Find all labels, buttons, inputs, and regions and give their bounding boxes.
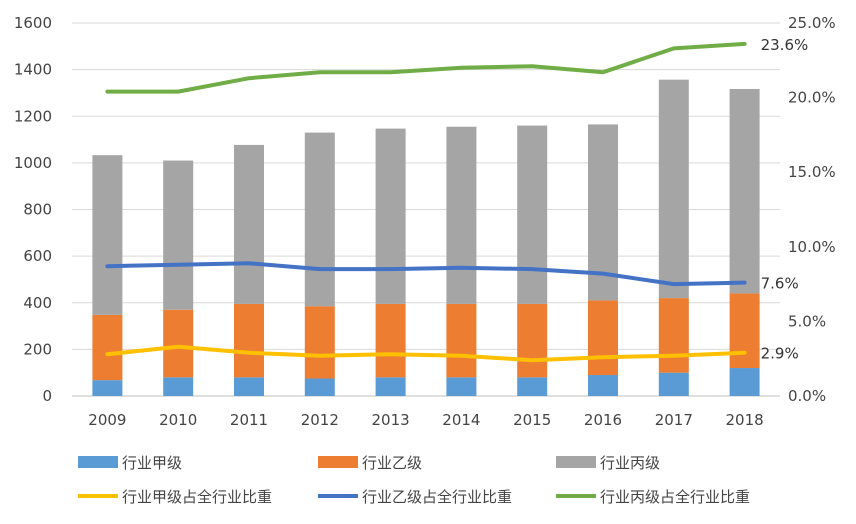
bar-series — [92, 79, 760, 396]
bar-segment — [658, 79, 689, 299]
bar-segment — [729, 88, 760, 294]
x-tick-label: 2011 — [230, 411, 268, 429]
bar-segment — [163, 309, 194, 378]
bar-segment — [234, 303, 264, 378]
left-tick-label: 1200 — [14, 107, 52, 125]
series-line — [105, 344, 747, 363]
left-tick-label: 1400 — [14, 61, 52, 79]
x-tick-label: 2014 — [442, 411, 480, 429]
bar-segment — [234, 144, 264, 304]
x-tick-label: 2012 — [301, 411, 339, 429]
left-tick-label: 1600 — [14, 14, 52, 32]
x-tick-label: 2017 — [655, 411, 693, 429]
legend-swatch — [556, 456, 596, 468]
bar-segment — [446, 377, 477, 396]
legend-label: 行业丙级占全行业比重 — [600, 488, 750, 506]
bar-segment — [163, 160, 194, 310]
bar-segment — [92, 314, 123, 381]
bar-segment — [517, 377, 548, 396]
legend-label: 行业乙级占全行业比重 — [362, 488, 512, 506]
bar-segment — [446, 126, 477, 304]
series-line — [105, 261, 747, 287]
bar-segment — [517, 303, 548, 378]
left-tick-label: 600 — [23, 247, 52, 265]
x-tick-label: 2015 — [513, 411, 551, 429]
bar-segment — [375, 377, 406, 396]
end-value-label: 7.6% — [761, 275, 799, 293]
right-tick-label: 25.0% — [788, 14, 836, 32]
right-tick-label: 20.0% — [788, 89, 836, 107]
x-tick-label: 2013 — [372, 411, 410, 429]
bar-segment — [446, 303, 477, 378]
x-tick-label: 2009 — [88, 411, 126, 429]
x-axis: 2009 2010 2011 2012 2013 2014 2015 2016 2017 2018 — [88, 411, 763, 429]
bar-segment — [729, 368, 760, 396]
bar-segment — [588, 300, 618, 376]
legend-swatch — [78, 456, 118, 468]
legend-label: 行业甲级占全行业比重 — [122, 488, 272, 506]
x-tick-label: 2018 — [726, 411, 764, 429]
bar-segment — [375, 303, 406, 378]
line-series — [105, 41, 747, 363]
bar-segment — [304, 132, 335, 307]
bar-segment — [658, 298, 689, 373]
bar-segment — [234, 377, 264, 396]
right-tick-label: 5.0% — [788, 312, 826, 330]
bar-segment — [304, 306, 335, 379]
end-value-label: 23.6% — [761, 36, 809, 54]
bar-segment — [163, 377, 194, 396]
series-line — [105, 41, 747, 94]
right-tick-label: 0.0% — [788, 387, 826, 405]
left-tick-label: 0 — [42, 387, 52, 405]
bar-segment — [304, 378, 335, 396]
x-tick-label: 2016 — [584, 411, 622, 429]
bar-segment — [729, 293, 760, 369]
bar-segment — [658, 372, 689, 396]
legend-swatch — [318, 456, 358, 468]
bar-segment — [92, 380, 123, 396]
x-tick-label: 2010 — [159, 411, 197, 429]
left-tick-label: 200 — [23, 340, 52, 358]
right-tick-label: 15.0% — [788, 163, 836, 181]
left-tick-label: 400 — [23, 294, 52, 312]
right-tick-label: 10.0% — [788, 238, 836, 256]
bar-segment — [92, 155, 123, 315]
legend-label: 行业丙级 — [600, 454, 660, 472]
end-value-label: 2.9% — [761, 345, 799, 363]
legend-label: 行业甲级 — [122, 454, 182, 472]
bar-segment — [588, 375, 618, 396]
right-axis: 0.0% 5.0% 10.0% 15.0% 20.0% 25.0% — [788, 14, 836, 405]
left-axis: 0 200 400 600 800 1000 1200 1400 1600 — [14, 14, 52, 405]
bar-segment — [375, 128, 406, 304]
end-labels: 23.6% 7.6% 2.9% — [761, 36, 809, 363]
left-tick-label: 1000 — [14, 154, 52, 172]
left-tick-label: 800 — [23, 201, 52, 219]
bar-segment — [517, 125, 548, 304]
legend-label: 行业乙级 — [362, 454, 422, 472]
